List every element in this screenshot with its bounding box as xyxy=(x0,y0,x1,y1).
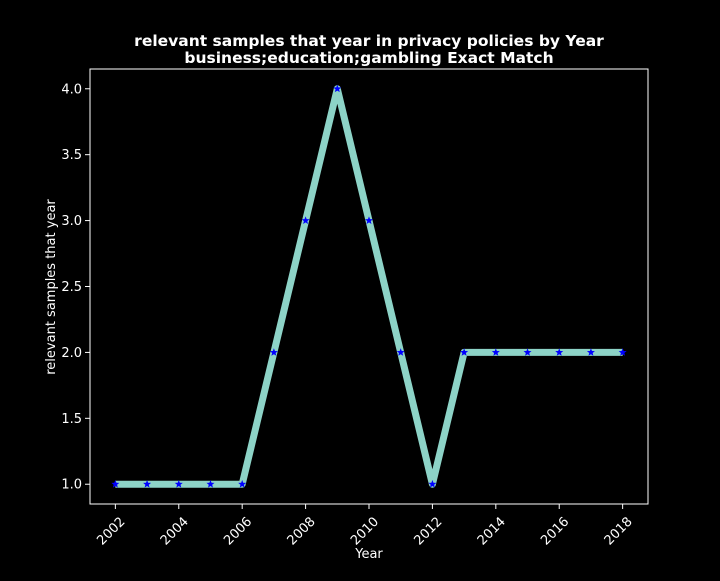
data-point-marker xyxy=(206,480,215,488)
series-line xyxy=(115,85,623,488)
y-tick-label: 2.0 xyxy=(61,346,82,361)
x-tick-label: 2018 xyxy=(602,514,636,548)
data-point-marker xyxy=(333,84,342,93)
x-tick-label: 2002 xyxy=(94,514,128,548)
y-tick-label: 3.0 xyxy=(61,214,82,229)
chart-title-line1: relevant samples that year in privacy po… xyxy=(134,32,604,50)
data-point-marker xyxy=(618,348,627,356)
data-point-marker xyxy=(365,216,373,224)
x-tick-label: 2014 xyxy=(475,514,509,548)
data-point-marker xyxy=(396,348,405,356)
x-tick-label: 2010 xyxy=(348,514,382,548)
y-tick-label: 2.5 xyxy=(61,280,82,295)
x-tick-label: 2006 xyxy=(221,514,255,548)
x-tick-label: 2004 xyxy=(158,514,192,548)
data-point-marker xyxy=(460,348,469,356)
data-point-marker xyxy=(143,480,152,488)
x-tick-label: 2012 xyxy=(411,514,445,548)
chart-title-line2: business;education;gambling Exact Match xyxy=(184,49,553,67)
data-point-marker xyxy=(301,216,310,224)
data-point-marker xyxy=(174,480,183,488)
data-point-marker xyxy=(269,348,278,356)
x-axis-ticks: 2002 2004 2006 2008 2010 2012 2014 2016 2018 xyxy=(94,504,636,548)
data-point-marker xyxy=(586,348,595,356)
y-tick-label: 3.5 xyxy=(61,148,82,163)
x-tick-label: 2016 xyxy=(538,514,572,548)
data-point-marker xyxy=(111,480,120,488)
data-point-marker xyxy=(523,348,532,356)
plot-area-frame xyxy=(89,68,649,505)
data-point-marker xyxy=(428,480,437,488)
y-tick-label: 1.0 xyxy=(61,478,82,493)
y-tick-label: 1.5 xyxy=(61,412,82,427)
y-axis-label: relevant samples that year xyxy=(44,199,59,375)
x-axis-label: Year xyxy=(354,547,383,562)
data-point-marker xyxy=(491,348,500,356)
y-axis-ticks: 1.0 1.5 2.0 2.5 3.0 3.5 4.0 xyxy=(61,82,90,493)
data-point-marker xyxy=(238,480,247,488)
series-markers xyxy=(111,84,627,488)
data-point-marker xyxy=(555,348,564,356)
y-tick-label: 4.0 xyxy=(61,82,82,97)
x-tick-label: 2008 xyxy=(285,514,319,548)
